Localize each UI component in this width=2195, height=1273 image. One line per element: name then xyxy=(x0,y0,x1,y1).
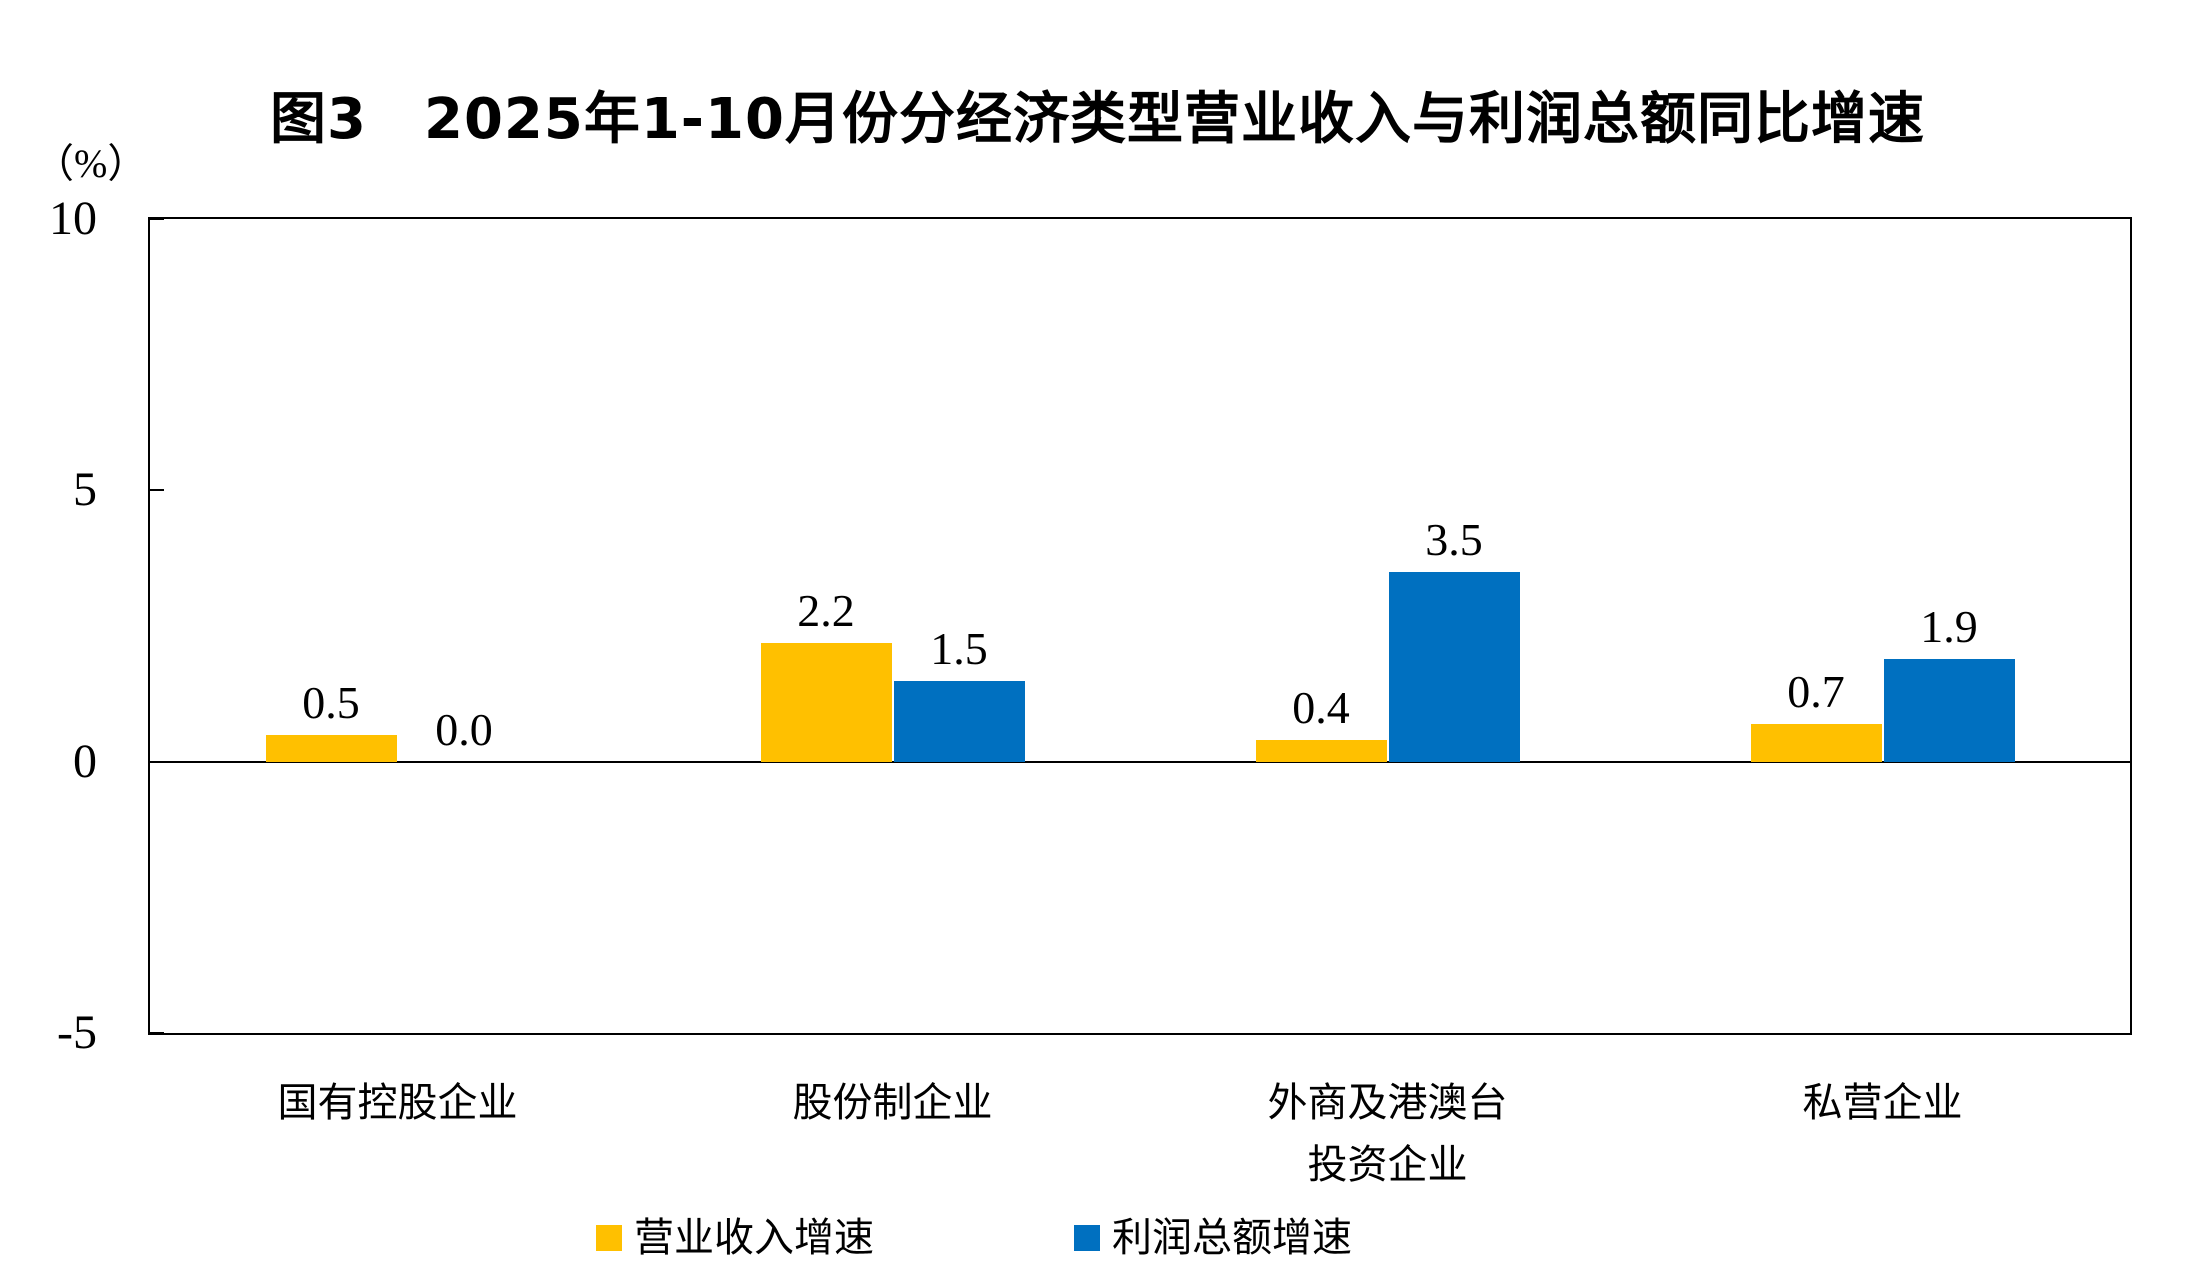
bar-series1-cat1 xyxy=(266,735,397,762)
legend-swatch xyxy=(1074,1225,1100,1251)
y-axis-unit-label: （%） xyxy=(34,141,148,186)
x-axis-category-label: 股份制企业 xyxy=(792,1080,993,1125)
bar-series1-cat4 xyxy=(1751,724,1882,762)
zero-axis-line xyxy=(150,761,2130,763)
legend-item: 利润总额增速 xyxy=(1074,1212,1352,1264)
chart-title: 图3 2025年1-10月份分经济类型营业收入与利润总额同比增速 xyxy=(270,87,1925,152)
bar-series2-cat3 xyxy=(1389,572,1520,762)
plot-area: 0.5 0.0 2.2 1.5 0.4 3.5 0.7 1.9 xyxy=(148,217,2132,1035)
value-label: 1.9 xyxy=(1920,601,1978,652)
value-label: 0.4 xyxy=(1292,682,1350,733)
bar-series2-cat2 xyxy=(894,681,1025,762)
bar-series1-cat2 xyxy=(761,643,892,762)
legend-label: 利润总额增速 xyxy=(1112,1215,1352,1260)
y-tick-label: 10 xyxy=(49,192,97,245)
y-tick-mark xyxy=(150,489,164,491)
value-label: 0.7 xyxy=(1787,666,1845,717)
x-axis-category-label: 外商及港澳台 投资企业 xyxy=(1267,1080,1508,1187)
y-tick-label: 0 xyxy=(73,735,97,788)
value-label: 0.0 xyxy=(435,704,493,755)
x-axis-category-label: 私营企业 xyxy=(1802,1080,1963,1125)
legend-label: 营业收入增速 xyxy=(634,1215,874,1260)
legend-item: 营业收入增速 xyxy=(596,1212,874,1264)
legend-swatch xyxy=(596,1225,622,1251)
x-axis-category-labels: 国有控股企业 股份制企业 外商及港澳台 投资企业 私营企业 xyxy=(150,1072,2130,1196)
y-tick-mark xyxy=(150,218,164,220)
value-label: 3.5 xyxy=(1425,514,1483,565)
y-tick-mark xyxy=(150,1032,164,1034)
value-label: 1.5 xyxy=(930,623,988,674)
bar-series2-cat4 xyxy=(1884,659,2015,762)
y-tick-label: -5 xyxy=(57,1006,97,1059)
y-tick-label: 5 xyxy=(73,463,97,516)
legend: 营业收入增速 利润总额增速 xyxy=(596,1212,1352,1264)
value-label: 2.2 xyxy=(797,585,855,636)
value-label: 0.5 xyxy=(302,677,360,728)
x-axis-category-label: 国有控股企业 xyxy=(277,1080,518,1125)
bar-series1-cat3 xyxy=(1256,740,1387,762)
